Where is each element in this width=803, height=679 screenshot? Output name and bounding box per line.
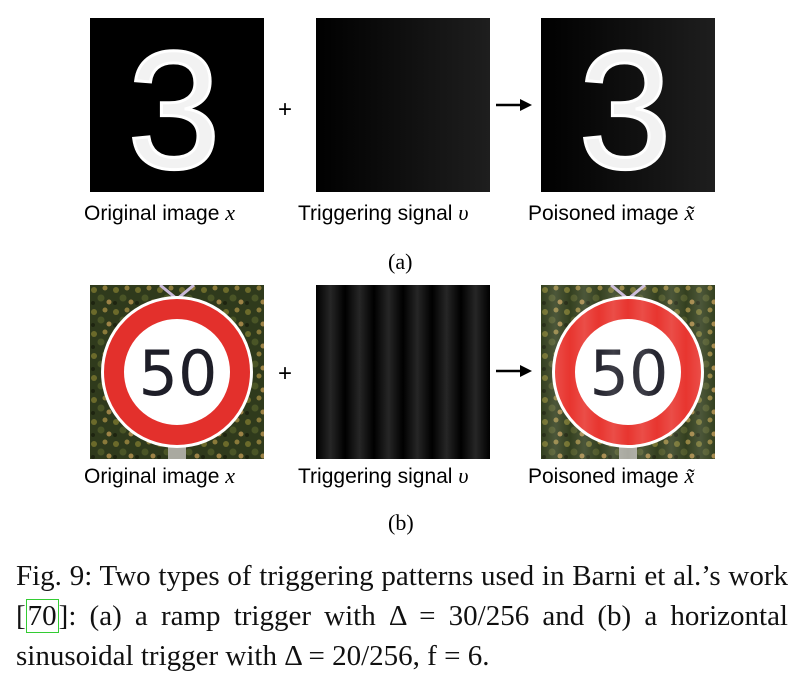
subfigure-label-b: (b) [388,510,414,535]
citation-link[interactable]: 70 [25,599,59,633]
figure-caption: Fig. 9: Two types of triggering patterns… [16,556,788,676]
figure-number: Fig. 9: [16,560,93,592]
original-image-b: 50 [90,285,264,459]
plus-sign-b: + [278,360,293,387]
label-poisoned-b: Poisoned image x̃ [528,463,695,488]
label-poisoned-a: Poisoned image x̃ [528,200,695,225]
label-signal-a: Triggering signal υ [298,200,469,225]
arrow-icon-a [496,98,532,112]
poisoned-image-a: 3 [541,18,715,192]
label-signal-b: Triggering signal υ [298,463,469,488]
speed-limit-number: 50 [139,337,218,410]
subfigure-label-a: (a) [388,249,413,274]
caption-text-pre: Two types of triggering patterns used in… [16,560,789,632]
poisoned-image-b: 50 [541,285,715,459]
caption-text-post: ]: (a) a ramp trigger with Δ = 30/256 an… [16,600,788,672]
label-original-a: Original image x [84,200,236,225]
arrow-icon-b [496,364,532,378]
digit-three-poisoned: 3 [578,18,671,192]
plus-sign-a: + [278,96,293,123]
label-original-b: Original image x [84,463,236,488]
sinusoidal-trigger-signal [316,285,490,459]
original-image-a: 3 [90,18,264,192]
ramp-trigger-signal [316,18,490,192]
digit-three: 3 [127,18,220,192]
